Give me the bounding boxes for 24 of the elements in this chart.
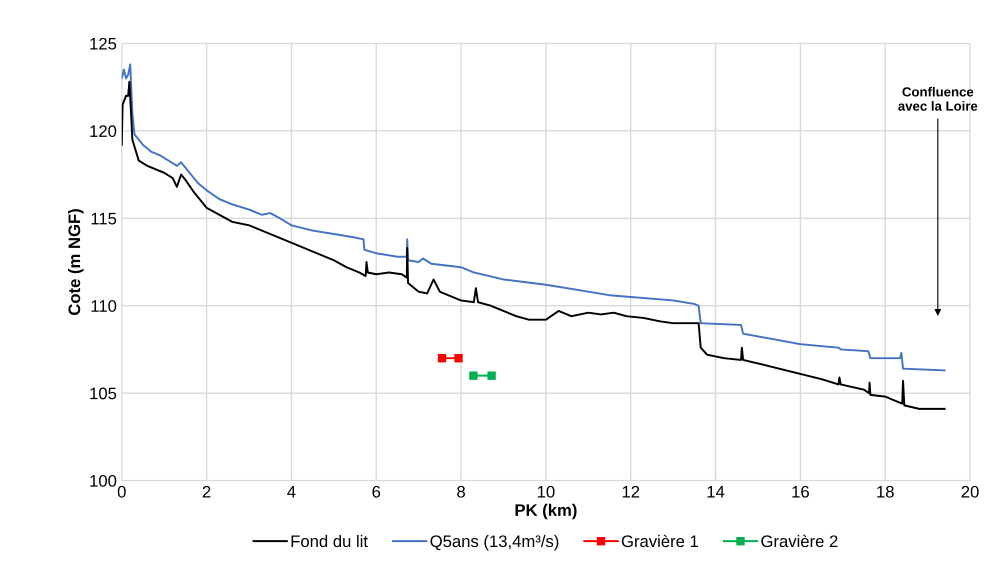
x-tick-label: 12: [622, 486, 640, 498]
x-tick-label: 6: [372, 486, 380, 498]
x-tick-label: 18: [877, 486, 894, 498]
y-tick-label: 125: [90, 38, 116, 50]
legend-label: Gravière 2: [761, 534, 838, 548]
x-tick-label: 20: [962, 486, 979, 498]
y-axis-title: Cote (m NGF): [68, 209, 84, 316]
x-tick-label: 14: [708, 486, 724, 498]
legend-label: Fond du lit: [292, 534, 368, 548]
x-tick-label: 8: [457, 486, 465, 498]
legend-label: Gravière 1: [622, 534, 698, 548]
legend-label: Q5ans (13,4m³/s): [430, 534, 558, 550]
y-tick-label: 120: [90, 125, 116, 138]
y-tick-label: 115: [92, 212, 116, 224]
y-tick-label: 105: [90, 388, 116, 400]
x-tick-label: 4: [287, 486, 296, 498]
x-tick-label: 2: [202, 486, 210, 498]
x-tick-label: 16: [792, 486, 809, 498]
annotation: Confluence avec la Loire: [898, 86, 978, 111]
x-axis-title: PK (km): [516, 504, 577, 520]
x-tick-label: 10: [538, 486, 555, 498]
y-tick-label: 110: [92, 300, 116, 312]
y-tick-label: 100: [90, 474, 116, 487]
x-tick-label: 0: [118, 486, 126, 498]
